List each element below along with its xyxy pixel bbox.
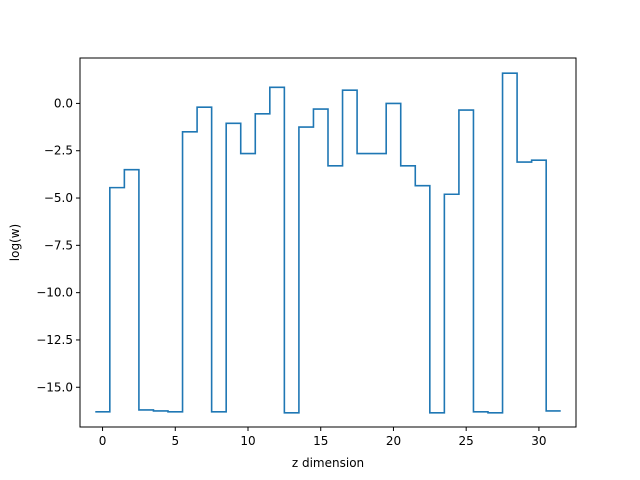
x-tick-label: 0: [99, 434, 107, 448]
x-tick-label: 15: [313, 434, 328, 448]
x-tick-label: 5: [171, 434, 179, 448]
axes-frame: [79, 57, 577, 428]
y-tick-label: −5.0: [44, 191, 73, 205]
y-tick-label: −12.5: [36, 333, 73, 347]
series-layer: [95, 72, 561, 414]
x-tick-label: 25: [459, 434, 474, 448]
series-step-line: [95, 72, 561, 414]
y-tick-label: −10.0: [36, 286, 73, 300]
y-axis-title: log(w): [8, 224, 22, 261]
y-tick-label: −7.5: [44, 238, 73, 252]
x-axis: 0 5 10 15 20 25 30: [99, 427, 547, 448]
x-axis-title: z dimension: [292, 456, 364, 470]
y-axis: 0.0 −2.5 −5.0 −7.5 −10.0 −12.5 −15.0: [36, 96, 80, 394]
x-tick-label: 10: [240, 434, 255, 448]
y-tick-label: −2.5: [44, 144, 73, 158]
x-tick-label: 30: [531, 434, 546, 448]
x-tick-label: 20: [386, 434, 401, 448]
y-tick-label: 0.0: [54, 96, 73, 110]
y-tick-label: −15.0: [36, 380, 73, 394]
